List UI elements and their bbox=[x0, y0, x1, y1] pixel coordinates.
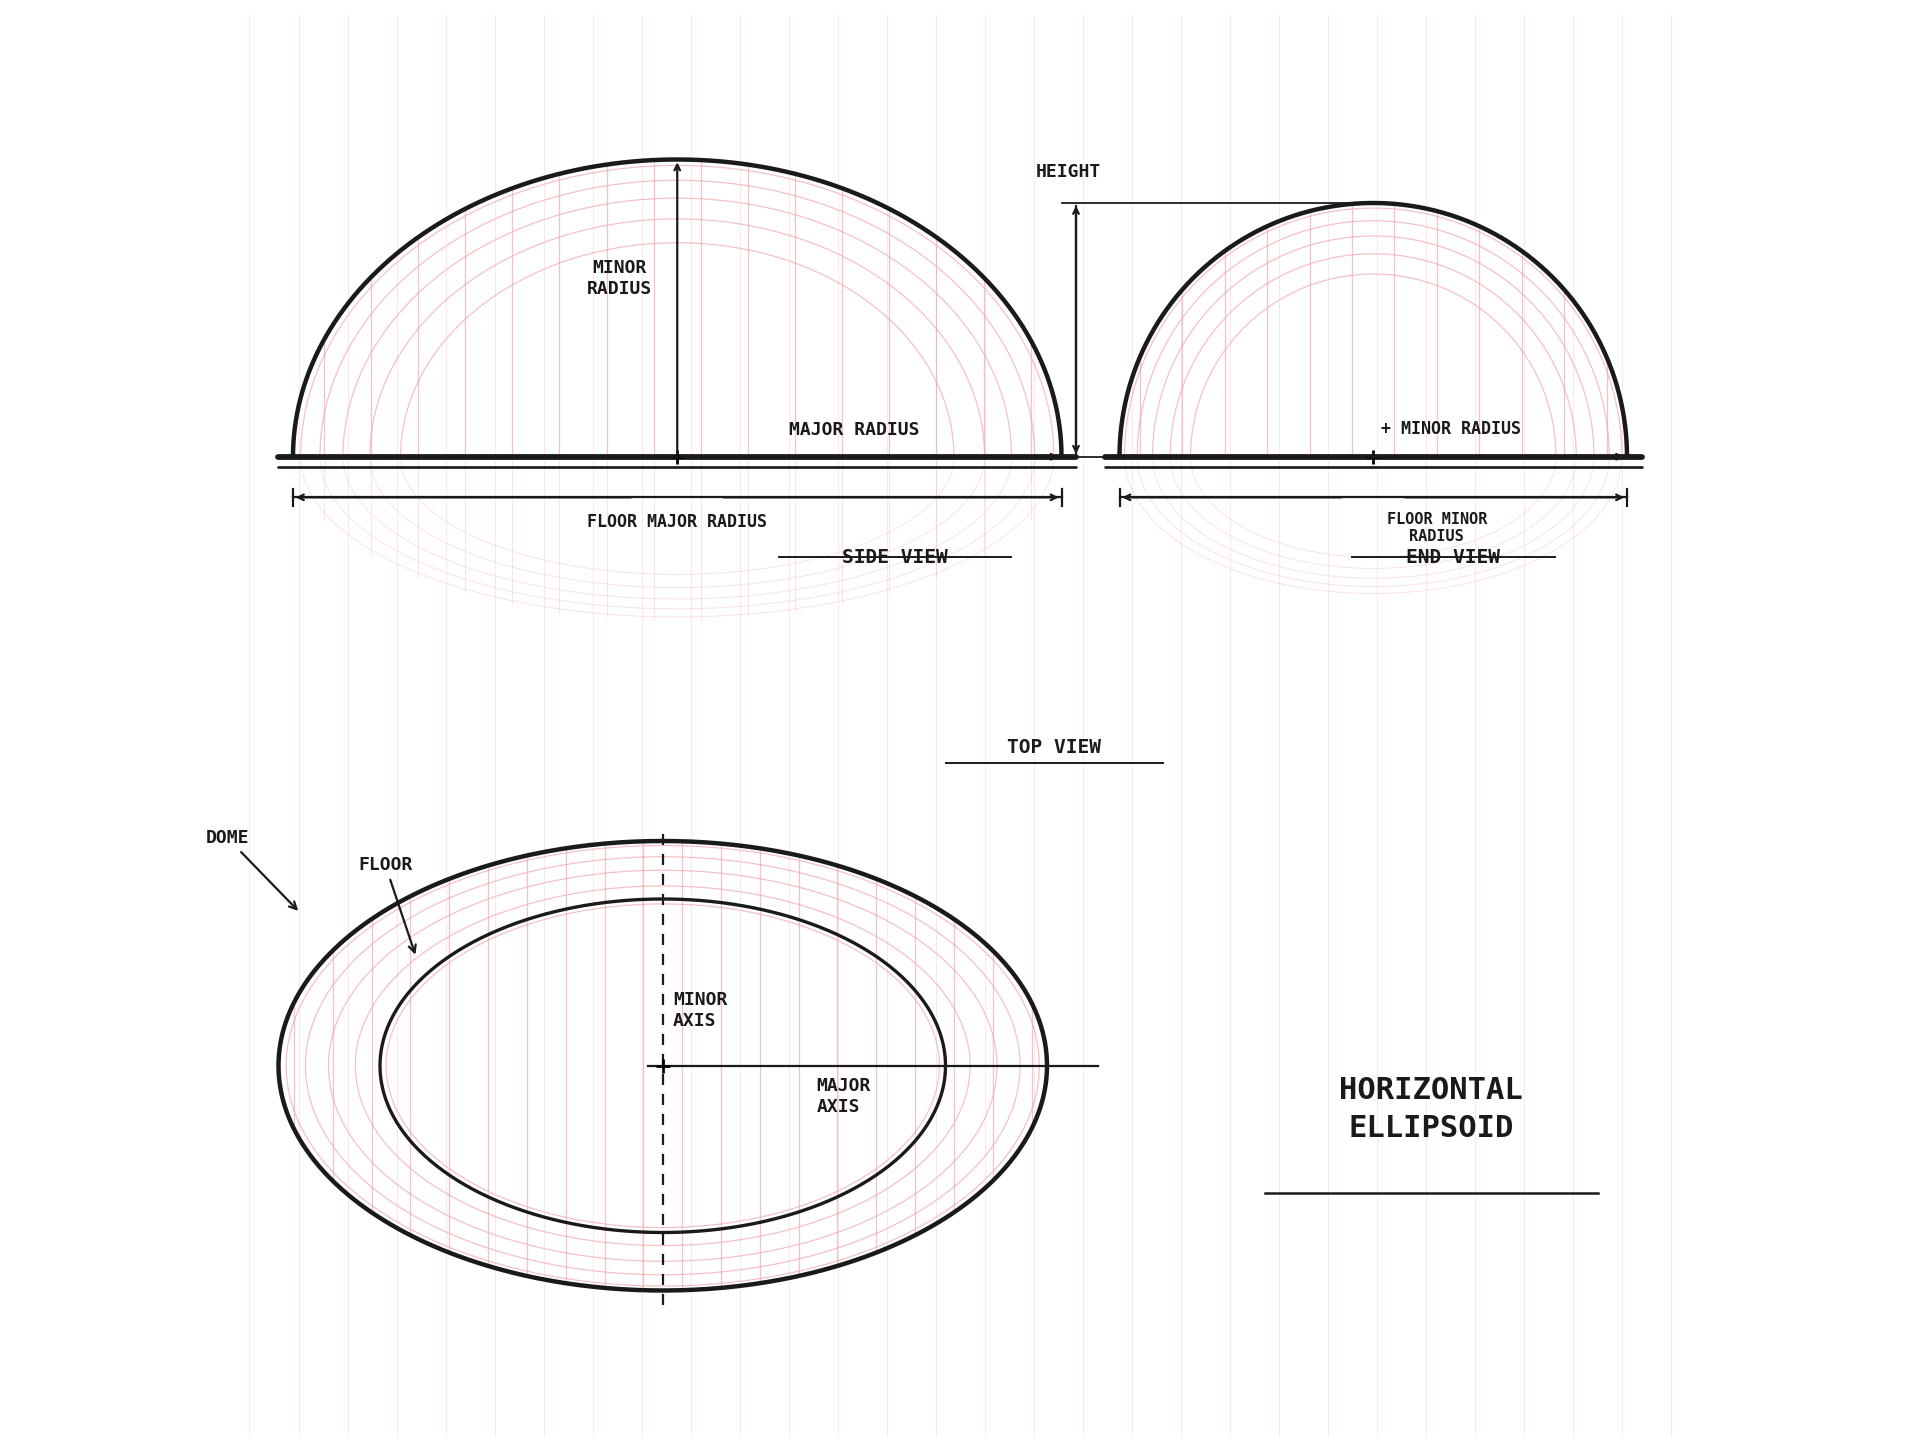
Text: END VIEW: END VIEW bbox=[1405, 548, 1500, 567]
Text: FLOOR MAJOR RADIUS: FLOOR MAJOR RADIUS bbox=[588, 513, 768, 531]
Text: HEIGHT: HEIGHT bbox=[1037, 164, 1102, 181]
Text: MAJOR
AXIS: MAJOR AXIS bbox=[816, 1077, 872, 1116]
Text: + MINOR RADIUS: + MINOR RADIUS bbox=[1380, 420, 1521, 438]
Text: MAJOR RADIUS: MAJOR RADIUS bbox=[789, 422, 920, 439]
Text: MINOR
RADIUS: MINOR RADIUS bbox=[588, 260, 653, 297]
Text: FLOOR: FLOOR bbox=[359, 857, 417, 953]
Text: DOME: DOME bbox=[205, 829, 296, 909]
Text: MINOR
AXIS: MINOR AXIS bbox=[672, 990, 728, 1030]
Text: TOP VIEW: TOP VIEW bbox=[1008, 738, 1102, 757]
Text: HORIZONTAL
ELLIPSOID: HORIZONTAL ELLIPSOID bbox=[1340, 1076, 1523, 1143]
Text: SIDE VIEW: SIDE VIEW bbox=[841, 548, 948, 567]
Text: FLOOR MINOR
RADIUS: FLOOR MINOR RADIUS bbox=[1386, 512, 1486, 544]
